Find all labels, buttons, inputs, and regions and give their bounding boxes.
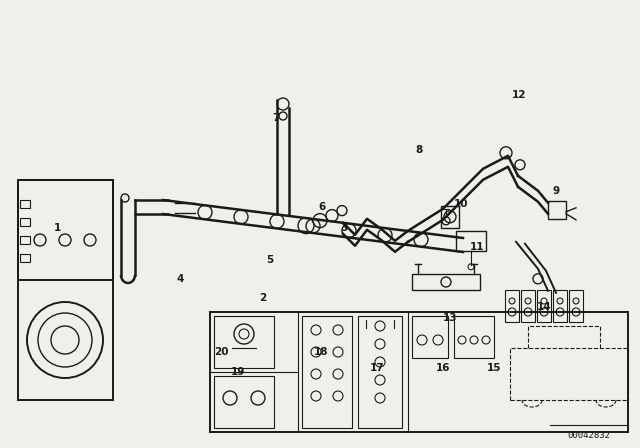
Bar <box>214 316 274 368</box>
Bar <box>521 290 535 322</box>
Text: 12: 12 <box>512 90 526 100</box>
Text: 00042832: 00042832 <box>568 431 611 439</box>
Bar <box>358 316 402 428</box>
Text: 6: 6 <box>318 202 326 212</box>
Bar <box>441 206 459 228</box>
Bar <box>505 290 519 322</box>
Text: 1: 1 <box>53 223 61 233</box>
Bar <box>18 180 113 280</box>
Text: 7: 7 <box>272 113 280 123</box>
Text: 14: 14 <box>537 302 551 312</box>
Bar <box>214 376 274 428</box>
Text: 17: 17 <box>370 363 384 373</box>
Bar <box>18 180 113 400</box>
Text: 13: 13 <box>443 313 457 323</box>
Text: 16: 16 <box>436 363 451 373</box>
Text: 19: 19 <box>231 367 245 377</box>
Text: 10: 10 <box>454 199 468 209</box>
Bar <box>553 290 567 322</box>
Bar <box>412 274 480 290</box>
Bar <box>454 316 494 358</box>
Text: 4: 4 <box>176 274 184 284</box>
Bar <box>412 316 448 358</box>
Text: 3: 3 <box>340 223 348 233</box>
Text: 20: 20 <box>214 347 228 357</box>
Bar <box>569 290 583 322</box>
Bar <box>20 218 30 226</box>
Text: 11: 11 <box>470 242 484 252</box>
Text: 8: 8 <box>415 145 422 155</box>
Text: 9: 9 <box>552 186 559 196</box>
Text: 15: 15 <box>487 363 501 373</box>
Bar <box>537 290 551 322</box>
Bar <box>20 236 30 244</box>
Bar <box>20 200 30 208</box>
Bar <box>456 231 486 251</box>
Bar <box>210 312 628 432</box>
Text: 5: 5 <box>266 255 274 265</box>
Bar <box>302 316 352 428</box>
Bar <box>20 254 30 262</box>
Text: 2: 2 <box>259 293 267 303</box>
Text: 18: 18 <box>314 347 328 357</box>
Bar <box>548 201 566 219</box>
